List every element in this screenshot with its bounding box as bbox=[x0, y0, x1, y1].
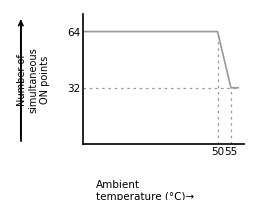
Text: Ambient
temperature (°C)→: Ambient temperature (°C)→ bbox=[96, 180, 194, 200]
Text: Number of
simultaneous
ON points: Number of simultaneous ON points bbox=[17, 47, 50, 113]
